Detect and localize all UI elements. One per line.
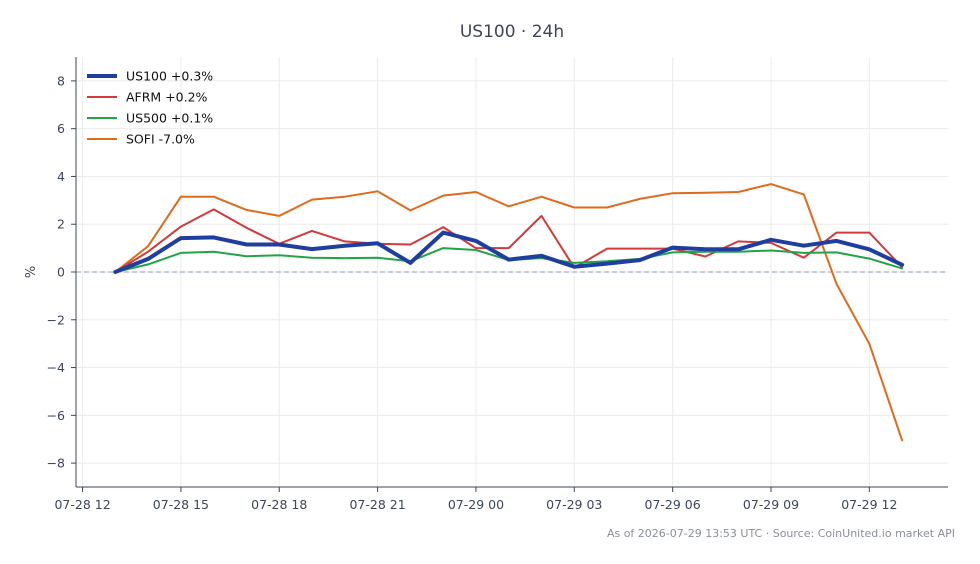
x-tick-label: 07-28 21 [349,497,405,512]
legend-label-afrm: AFRM +0.2% [126,90,208,105]
series-line-sofi [114,183,904,442]
y-tick-label: 8 [57,73,65,88]
y-tick-label: 4 [57,169,65,184]
x-tick-label: 07-29 06 [645,497,701,512]
x-tick-label: 07-28 15 [153,497,209,512]
y-tick-label: −6 [47,408,65,423]
y-tick-label: −2 [47,312,65,327]
chart-title: US100 · 24h [460,22,564,42]
x-tick-label: 07-29 12 [841,497,897,512]
legend: US100 +0.3% AFRM +0.2% US500 +0.1% SOFI -7.… [87,69,213,147]
footer-note: As of 2026-07-29 13:53 UTC · Source: Coi… [607,527,955,540]
axes: −8 −6 −4 −2 0 2 4 6 8 07-28 12 07-28 15 07-28 18 07-… [47,57,948,512]
series-line-us100 [113,230,905,274]
y-tick-label: −4 [47,360,65,375]
y-tick-label: 6 [57,121,65,136]
x-tick-label: 07-29 03 [546,497,602,512]
y-tick-label: 2 [57,217,65,232]
y-tick-label: −8 [47,456,65,471]
legend-label-sofi: SOFI -7.0% [126,132,195,147]
x-tick-label: 07-28 18 [251,497,307,512]
y-tick-label: 0 [57,265,65,280]
legend-label-us100: US100 +0.3% [126,69,213,84]
x-tick-label: 07-28 12 [54,497,110,512]
x-tick-label: 07-29 00 [448,497,504,512]
y-axis-label: % [24,266,39,278]
series-line-afrm [114,208,904,273]
series-lines [113,183,905,442]
x-tick-label: 07-29 09 [743,497,799,512]
legend-label-us500: US500 +0.1% [126,111,213,126]
